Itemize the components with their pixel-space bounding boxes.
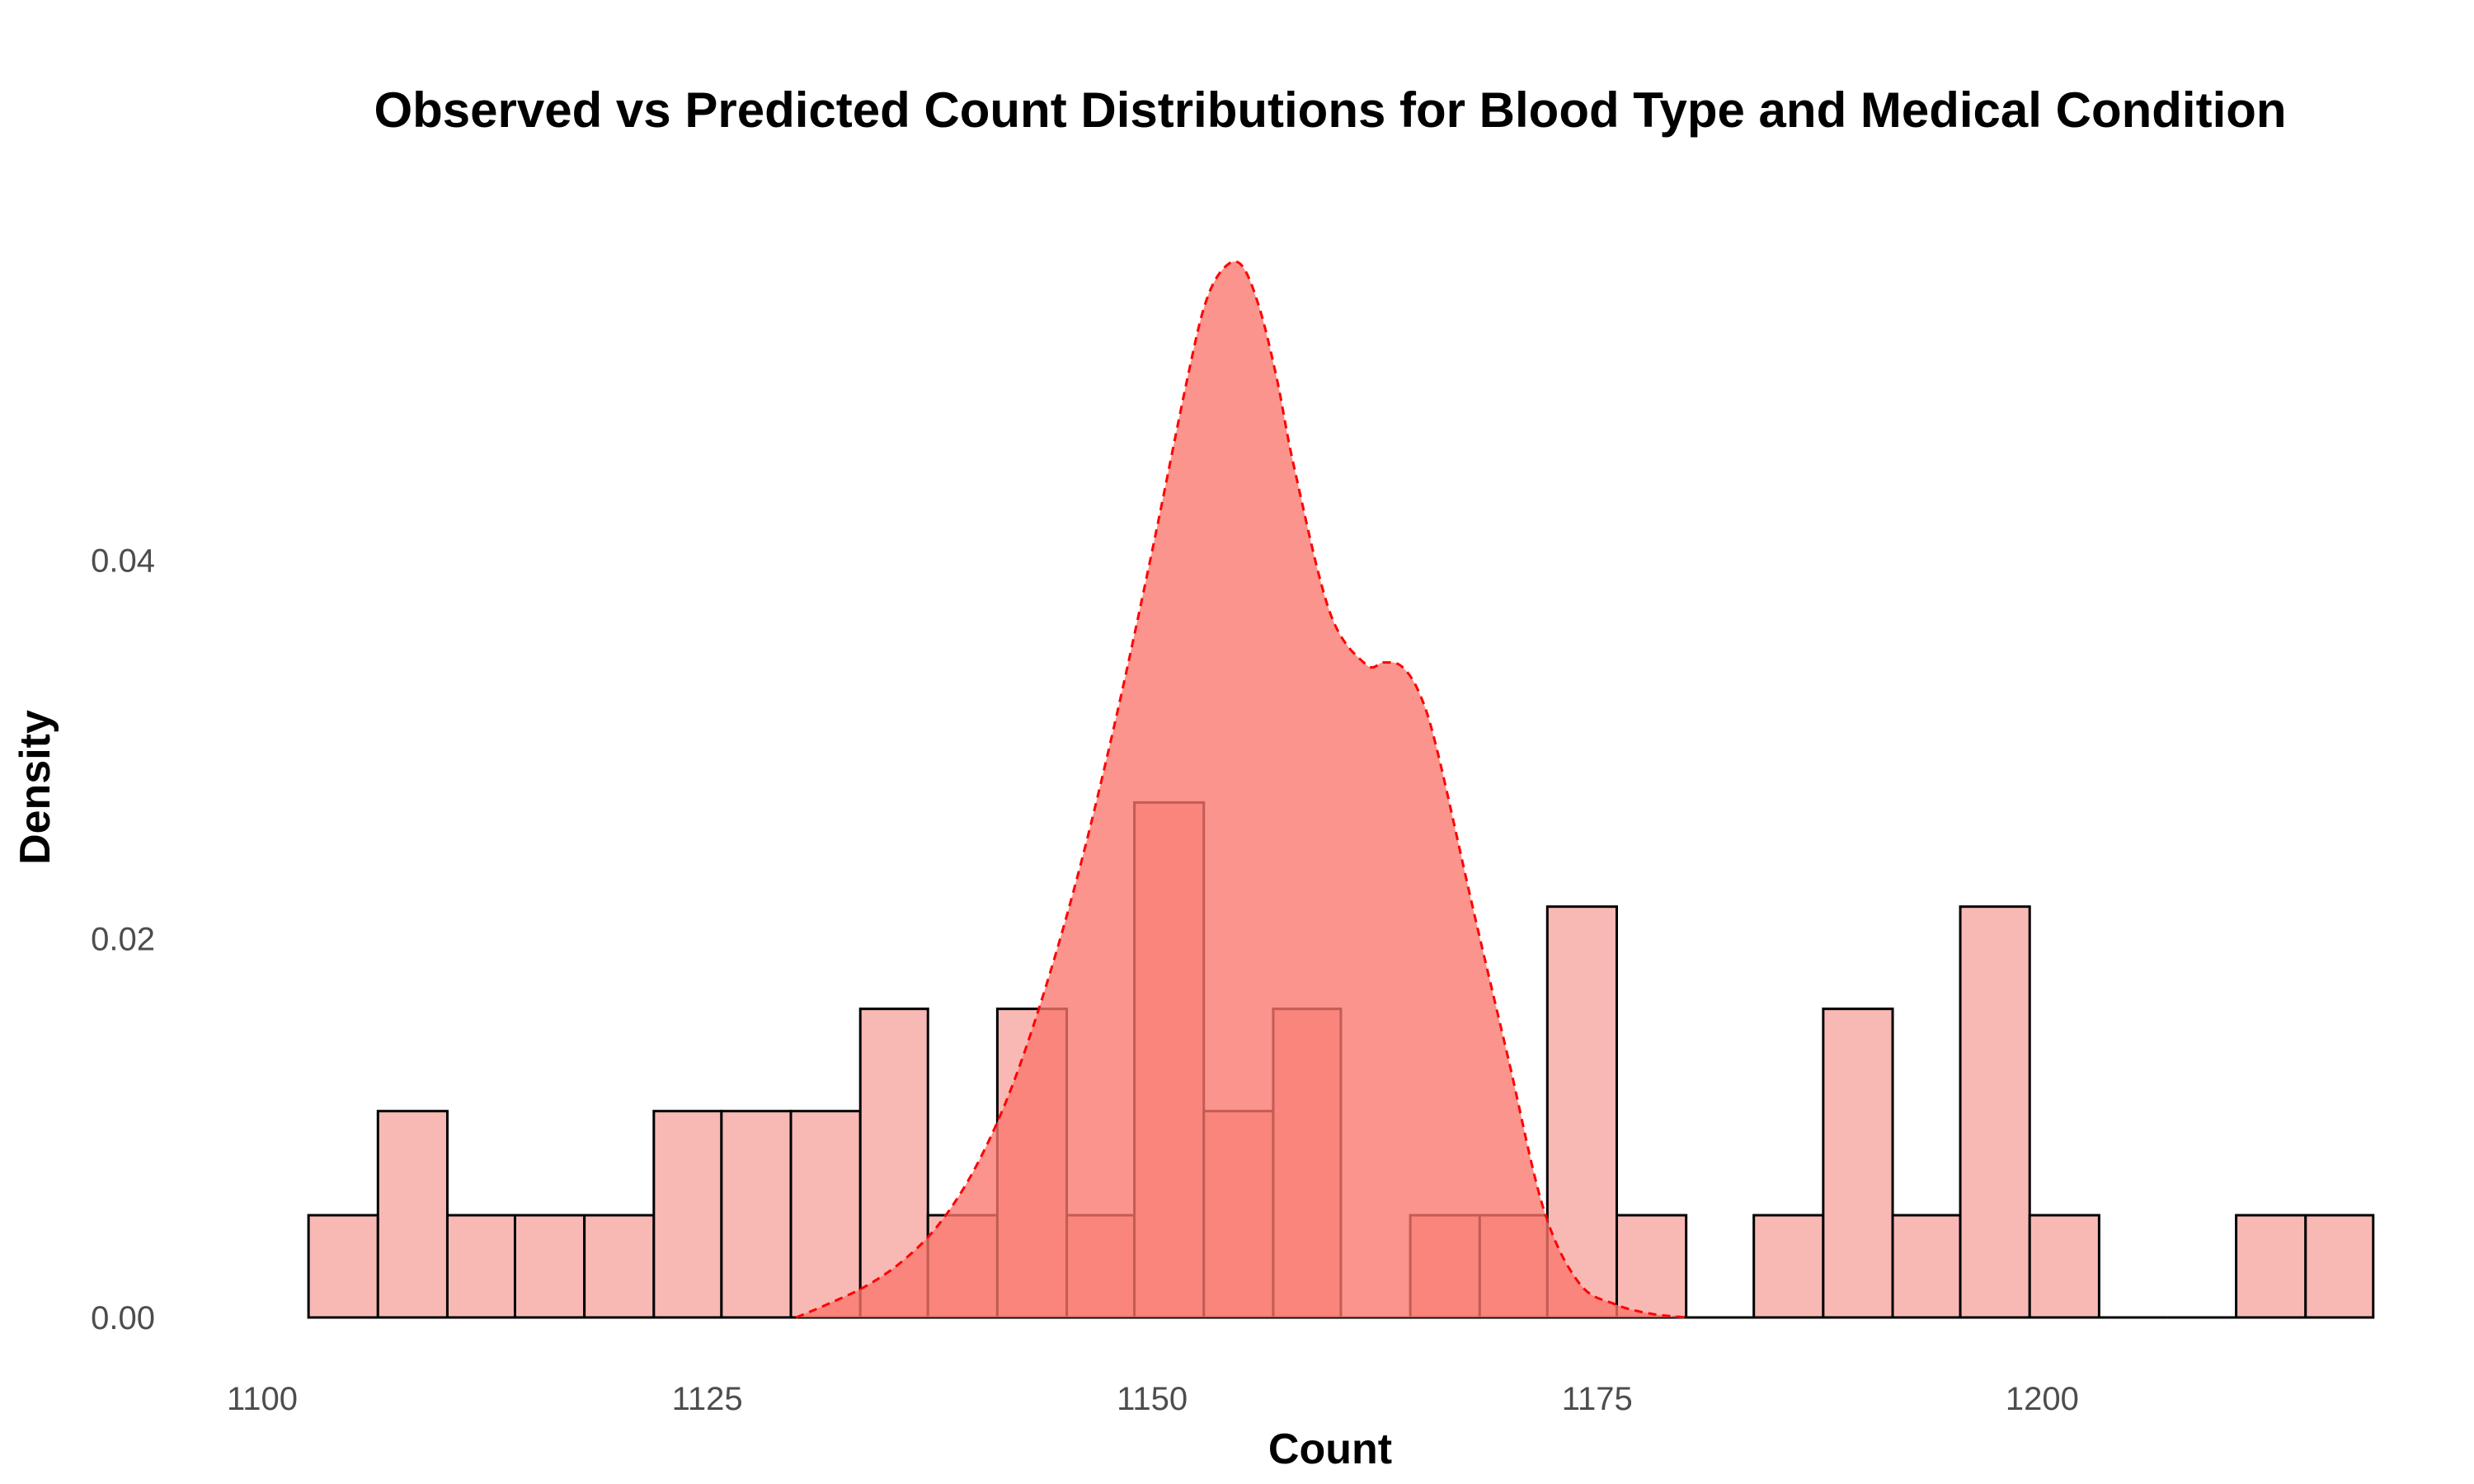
y-axis-ticks: 0.00 0.02 0.04 (91, 542, 155, 1336)
predicted-density-line (795, 260, 1686, 1319)
chart-title: Observed vs Predicted Count Distribution… (374, 82, 2286, 138)
y-tick-label: 0.02 (91, 922, 155, 958)
predicted-density (795, 260, 1686, 1319)
histogram-bar (1545, 905, 1618, 1319)
histogram-bar (376, 1110, 449, 1319)
histogram-bar (1822, 1007, 1894, 1319)
x-tick-label: 1150 (1117, 1381, 1188, 1417)
histogram-bar (307, 1214, 379, 1319)
histogram-bar (583, 1214, 656, 1319)
x-axis-ticks: 1100 1125 1150 1175 1200 (227, 1381, 2079, 1417)
x-tick-label: 1200 (2006, 1381, 2079, 1417)
histogram-bar (1959, 905, 2031, 1319)
histogram-bar (1615, 1214, 1688, 1319)
predicted-density-area (796, 261, 1686, 1317)
histogram-bar (2304, 1214, 2375, 1319)
histogram-bar (1891, 1214, 1962, 1319)
y-tick-label: 0.00 (91, 1300, 155, 1336)
histogram-bar (652, 1110, 723, 1319)
y-axis-title: Density (12, 710, 59, 865)
x-axis-title: Count (1268, 1425, 1392, 1473)
x-tick-label: 1175 (1562, 1381, 1633, 1417)
histogram-bar (513, 1214, 586, 1319)
histogram-bar (789, 1110, 862, 1319)
histogram-bar (1752, 1214, 1825, 1319)
y-tick-label: 0.04 (91, 542, 155, 579)
histogram-bar (445, 1214, 516, 1319)
x-tick-label: 1125 (672, 1381, 743, 1417)
histogram-bar (2028, 1214, 2100, 1319)
histogram-bar (2235, 1214, 2307, 1319)
x-tick-label: 1100 (227, 1381, 298, 1417)
histogram-bar (720, 1110, 793, 1319)
